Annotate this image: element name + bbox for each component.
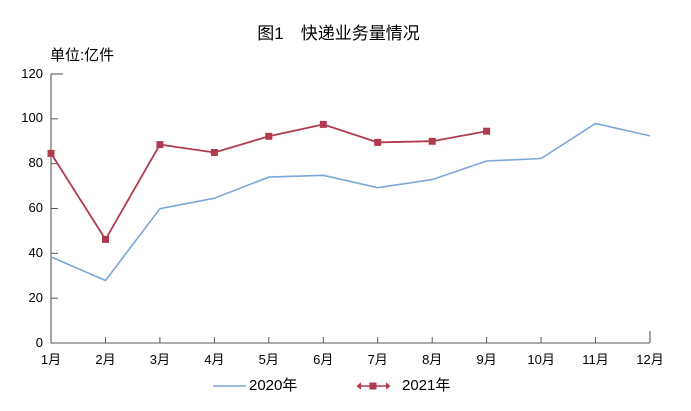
- svg-text:1月: 1月: [41, 352, 61, 367]
- svg-text:100: 100: [21, 110, 43, 125]
- svg-text:2021年: 2021年: [402, 377, 450, 394]
- svg-text:0: 0: [36, 335, 43, 350]
- svg-text:80: 80: [29, 155, 43, 170]
- svg-text:5月: 5月: [259, 352, 279, 367]
- svg-text:60: 60: [29, 200, 43, 215]
- svg-text:6月: 6月: [313, 352, 333, 367]
- svg-text:11月: 11月: [582, 352, 609, 367]
- svg-text:8月: 8月: [422, 352, 442, 367]
- svg-text:10月: 10月: [527, 352, 554, 367]
- svg-text:3月: 3月: [150, 352, 170, 367]
- svg-text:2月: 2月: [95, 352, 115, 367]
- svg-text:7月: 7月: [368, 352, 388, 367]
- svg-text:40: 40: [29, 245, 43, 260]
- svg-text:2020年: 2020年: [249, 377, 297, 394]
- svg-text:120: 120: [21, 66, 43, 81]
- svg-text:4月: 4月: [204, 352, 224, 367]
- svg-text:12月: 12月: [636, 352, 663, 367]
- svg-text:20: 20: [29, 290, 43, 305]
- svg-text:9月: 9月: [476, 352, 496, 367]
